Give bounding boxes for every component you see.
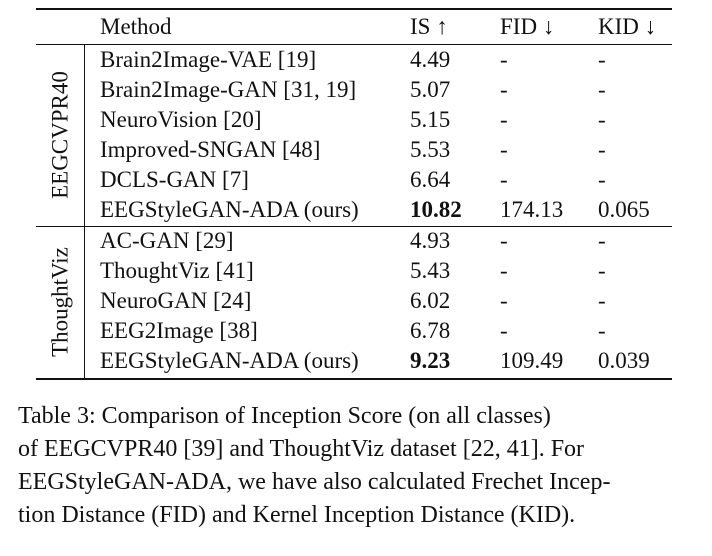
header-is: IS ↑ <box>410 14 448 39</box>
kid-cell: - <box>598 258 606 283</box>
table-row: EEGStyleGAN-ADA (ours) 9.23 109.49 0.039 <box>36 346 672 376</box>
table-row: AC-GAN [29] 4.93 - - <box>36 226 672 256</box>
caption-line: of EEGCVPR40 [39] and ThoughtViz dataset… <box>18 436 585 462</box>
table-row: EEGStyleGAN-ADA (ours) 10.82 174.13 0.06… <box>36 195 672 225</box>
fid-cell: - <box>500 258 508 283</box>
fid-cell: 174.13 <box>500 197 564 222</box>
method-cell: DCLS-GAN [7] <box>100 167 249 192</box>
method-cell: AC-GAN [29] <box>100 228 234 253</box>
method-cell: EEG2Image [38] <box>100 318 258 343</box>
table-row: DCLS-GAN [7] 6.64 - - <box>36 165 672 195</box>
table-header-row: Method IS ↑ FID ↓ KID ↓ <box>36 12 672 42</box>
header-fid: FID ↓ <box>500 14 555 39</box>
fid-cell: - <box>500 47 508 72</box>
table-row: EEG2Image [38] 6.78 - - <box>36 316 672 346</box>
is-cell: 9.23 <box>410 348 451 373</box>
header-kid: KID ↓ <box>598 14 657 39</box>
kid-cell: - <box>598 167 606 192</box>
kid-cell: 0.039 <box>598 348 650 373</box>
is-cell: 4.49 <box>410 47 451 72</box>
table-caption: Table 3: Comparison of Inception Score (… <box>18 400 694 532</box>
method-cell: Brain2Image-GAN [31, 19] <box>100 77 357 102</box>
kid-cell: - <box>598 137 606 162</box>
is-cell: 5.07 <box>410 77 451 102</box>
method-cell: NeuroGAN [24] <box>100 288 252 313</box>
table-header-rule <box>36 44 672 45</box>
fid-cell: - <box>500 107 508 132</box>
caption-line: tion Distance (FID) and Kernel Inception… <box>18 502 576 528</box>
method-cell: ThoughtViz [41] <box>100 258 254 283</box>
table-group-divider <box>36 226 672 227</box>
caption-line: Table 3: Comparison of Inception Score (… <box>18 403 551 429</box>
kid-cell: - <box>598 318 606 343</box>
kid-cell: - <box>598 228 606 253</box>
table-group-separator-line <box>84 44 85 380</box>
table-bottom-rule <box>36 378 672 380</box>
method-cell: EEGStyleGAN-ADA (ours) <box>100 197 359 222</box>
caption-line: EEGStyleGAN-ADA, we have also calculated… <box>18 469 611 495</box>
is-cell: 6.02 <box>410 288 451 313</box>
is-cell: 6.64 <box>410 167 451 192</box>
is-cell: 5.53 <box>410 137 451 162</box>
fid-cell: - <box>500 77 508 102</box>
is-cell: 5.15 <box>410 107 451 132</box>
kid-cell: - <box>598 288 606 313</box>
fid-cell: - <box>500 228 508 253</box>
header-method: Method <box>100 14 172 39</box>
is-cell: 5.43 <box>410 258 451 283</box>
fid-cell: - <box>500 137 508 162</box>
fid-cell: - <box>500 167 508 192</box>
is-cell: 6.78 <box>410 318 451 343</box>
method-cell: NeuroVision [20] <box>100 107 262 132</box>
fid-cell: - <box>500 318 508 343</box>
kid-cell: - <box>598 77 606 102</box>
is-cell: 10.82 <box>410 197 462 222</box>
method-cell: Improved-SNGAN [48] <box>100 137 321 162</box>
table-row: Improved-SNGAN [48] 5.53 - - <box>36 135 672 165</box>
is-cell: 4.93 <box>410 228 451 253</box>
method-cell: Brain2Image-VAE [19] <box>100 47 317 72</box>
table-row: Brain2Image-VAE [19] 4.49 - - <box>36 45 672 75</box>
fid-cell: - <box>500 288 508 313</box>
table-row: NeuroGAN [24] 6.02 - - <box>36 286 672 316</box>
kid-cell: - <box>598 107 606 132</box>
table-row: ThoughtViz [41] 5.43 - - <box>36 256 672 286</box>
fid-cell: 109.49 <box>500 348 564 373</box>
kid-cell: - <box>598 47 606 72</box>
table-row: NeuroVision [20] 5.15 - - <box>36 105 672 135</box>
table-row: Brain2Image-GAN [31, 19] 5.07 - - <box>36 75 672 105</box>
table-top-rule <box>36 8 672 10</box>
kid-cell: 0.065 <box>598 197 650 222</box>
method-cell: EEGStyleGAN-ADA (ours) <box>100 348 359 373</box>
